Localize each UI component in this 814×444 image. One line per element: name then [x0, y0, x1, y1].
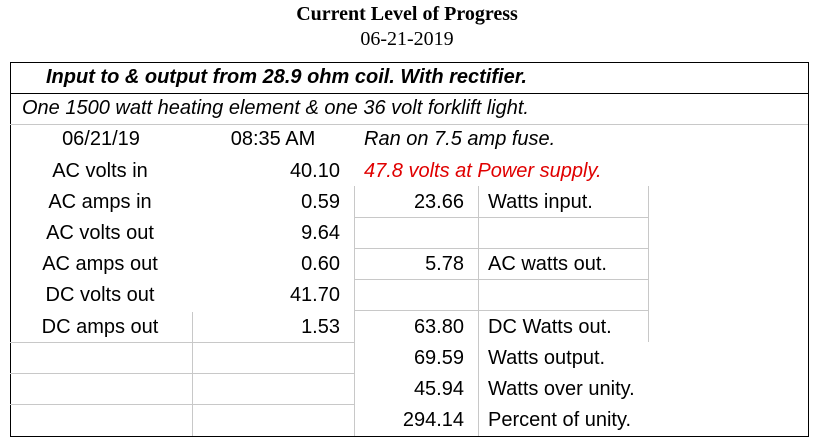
table-cell: One 1500 watt heating element & one 36 v… [22, 97, 529, 120]
table-cell: DC amps out [41, 315, 159, 338]
table-cell: 63.80 [413, 315, 464, 338]
table-cell: Watts input. [488, 190, 593, 213]
table-cell: 06/21/19 [62, 128, 140, 151]
table-cell: 9.64 [301, 222, 340, 244]
table-cell: AC amps out [42, 253, 158, 276]
table-cell: 23.66 [413, 190, 464, 213]
date: 06-21-2019 [360, 28, 454, 50]
table-cell: 08:35 AM [230, 128, 316, 151]
table-cell: Input to & output from 28.9 ohm coil. Wi… [46, 66, 527, 88]
table-cell: 0.60 [301, 253, 340, 276]
title: Current Level of Progress [296, 3, 518, 25]
table-cell: 1.53 [301, 315, 340, 338]
table-cell: 41.70 [289, 284, 340, 307]
table-cell: AC volts in [52, 159, 148, 182]
table-cell: 0.59 [301, 190, 340, 213]
table-cell: 40.10 [289, 159, 340, 182]
table-cell: AC watts out. [488, 253, 607, 276]
table-cell: DC Watts out. [488, 315, 612, 338]
table-cell: Watts output. [488, 346, 606, 369]
table-cell: Percent of unity. [488, 409, 632, 432]
table-cell: Watts over unity. [488, 378, 635, 400]
table-cell: Ran on 7.5 amp fuse. [364, 128, 556, 151]
table-cell: DC volts out [45, 284, 155, 307]
table-cell: AC amps in [48, 190, 152, 213]
table-cell: 45.94 [413, 378, 464, 400]
table-cell: AC volts out [46, 222, 154, 244]
table-cell: 294.14 [402, 409, 464, 432]
table-cell: 47.8 volts at Power supply. [364, 159, 602, 182]
table-cell: 69.59 [413, 346, 464, 369]
table-cell: 5.78 [425, 253, 464, 276]
